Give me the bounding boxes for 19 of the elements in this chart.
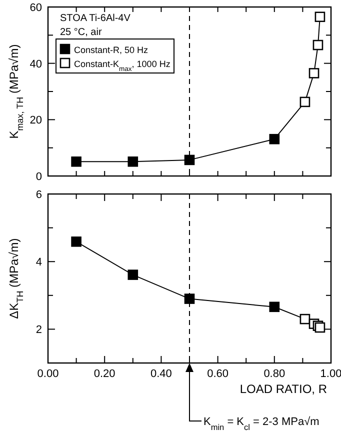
annotation: STOA Ti-6Al-4V xyxy=(60,13,131,24)
y-tick-label: 0 xyxy=(36,171,42,183)
x-tick-label: 0.20 xyxy=(94,368,116,380)
x-axis-title: LOAD RATIO, R xyxy=(240,382,328,396)
y-tick-label: 4 xyxy=(36,256,42,269)
y-tick-label: 6 xyxy=(36,189,42,201)
x-tick-label: 0.40 xyxy=(150,368,172,380)
annotation: 25 °C, air xyxy=(60,27,102,38)
y-tick-label: 2 xyxy=(36,324,42,336)
y-tick-label: 60 xyxy=(30,2,42,14)
x-tick-label: 0.60 xyxy=(207,368,229,380)
legend-label: Constant-K$_{max}$, 1000 Hz xyxy=(74,59,171,72)
legend-label: Constant-R, 50 Hz xyxy=(74,45,149,55)
annotation: K$_{min}$ = K$_{cl}$ = 2-3 MPa√m xyxy=(204,416,320,432)
x-tick-label: 0.80 xyxy=(264,368,286,380)
x-tick-label: 0.00 xyxy=(37,368,59,380)
y-tick-label: 20 xyxy=(30,114,42,127)
y-tick-label: 40 xyxy=(30,58,42,70)
x-tick-label: 1.00 xyxy=(320,368,341,380)
